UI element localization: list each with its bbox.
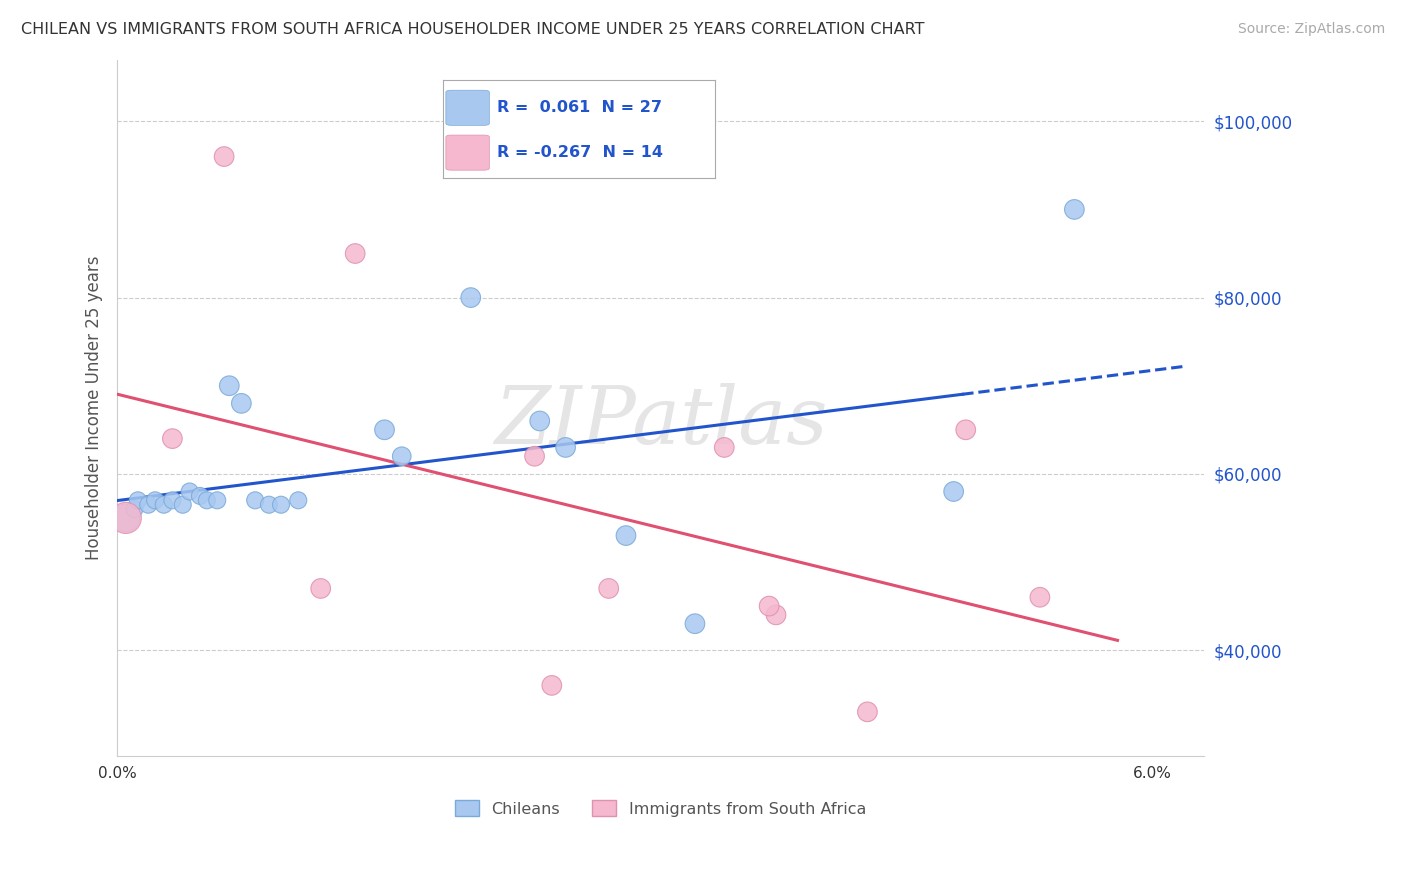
Point: [554, 441, 576, 455]
Y-axis label: Householder Income Under 25 years: Householder Income Under 25 years: [86, 255, 103, 560]
Point: [287, 493, 309, 508]
Point: [162, 432, 184, 446]
Point: [344, 246, 367, 260]
Point: [955, 423, 977, 437]
Point: [391, 449, 413, 463]
Text: CHILEAN VS IMMIGRANTS FROM SOUTH AFRICA HOUSEHOLDER INCOME UNDER 25 YEARS CORREL: CHILEAN VS IMMIGRANTS FROM SOUTH AFRICA …: [21, 22, 925, 37]
Point: [1029, 591, 1052, 605]
Point: [460, 291, 482, 305]
Point: [309, 582, 332, 596]
Point: [713, 441, 735, 455]
Point: [114, 511, 136, 525]
Point: [683, 616, 706, 631]
Point: [231, 396, 253, 410]
Point: [124, 502, 146, 516]
Point: [257, 498, 280, 512]
Point: [114, 511, 136, 525]
Point: [856, 705, 879, 719]
Point: [758, 599, 780, 613]
Point: [218, 378, 240, 392]
Point: [205, 493, 228, 508]
Point: [523, 449, 546, 463]
Point: [373, 423, 395, 437]
Point: [614, 528, 637, 542]
Text: ZIPatlas: ZIPatlas: [494, 383, 827, 460]
Point: [765, 607, 787, 622]
Point: [1063, 202, 1085, 217]
Point: [143, 493, 166, 508]
Point: [136, 498, 159, 512]
Point: [942, 484, 965, 499]
Point: [529, 414, 551, 428]
Text: Source: ZipAtlas.com: Source: ZipAtlas.com: [1237, 22, 1385, 37]
Point: [212, 150, 235, 164]
Point: [270, 498, 292, 512]
Point: [162, 493, 184, 508]
Point: [243, 493, 266, 508]
Point: [127, 493, 149, 508]
Point: [179, 484, 201, 499]
Point: [598, 582, 620, 596]
Legend: Chileans, Immigrants from South Africa: Chileans, Immigrants from South Africa: [447, 792, 875, 824]
Point: [540, 678, 562, 692]
Point: [172, 498, 194, 512]
Point: [188, 489, 211, 503]
Point: [152, 498, 174, 512]
Point: [195, 493, 218, 508]
